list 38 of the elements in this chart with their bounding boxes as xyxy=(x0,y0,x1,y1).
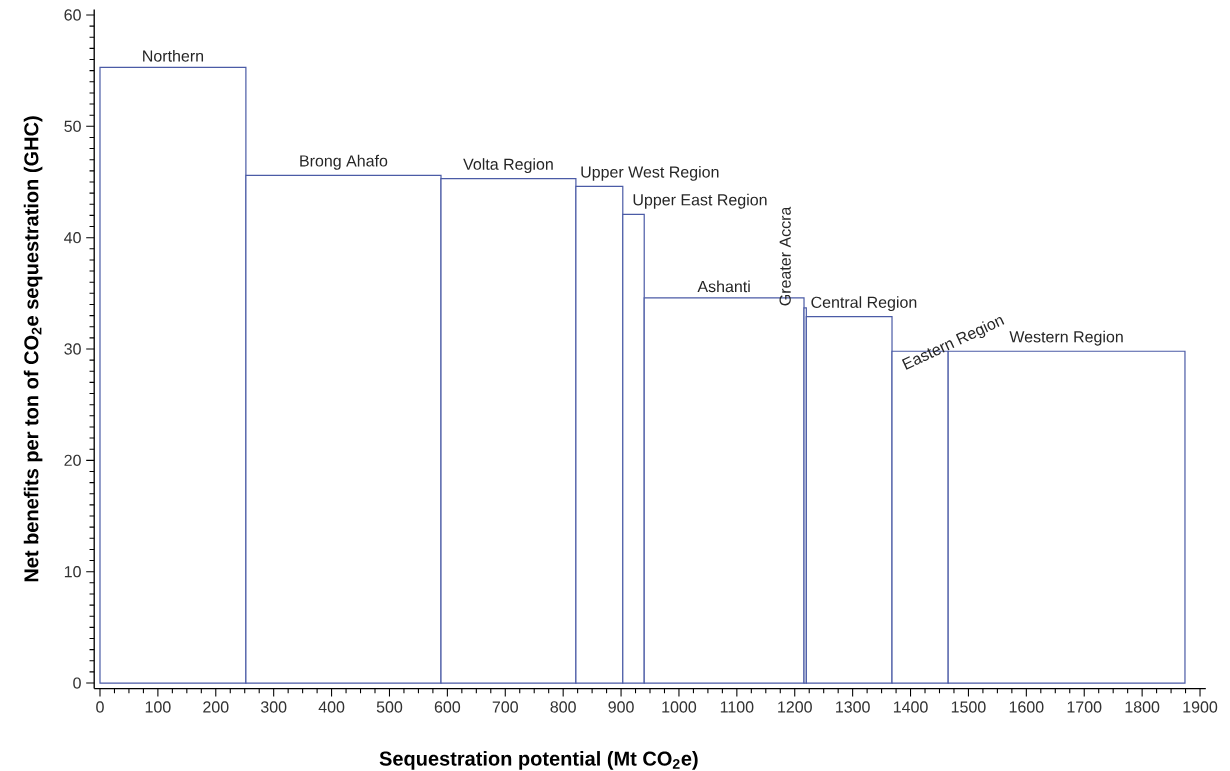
annotation: Ashanti xyxy=(697,280,750,293)
x-tick-label: 300 xyxy=(260,701,287,713)
y-axis-title: Net benefits per ton of CO$_{2}$e sequestration (GHC) xyxy=(23,116,43,582)
x-tick-label: 1400 xyxy=(893,701,928,713)
annotation: Central Region xyxy=(811,296,917,312)
x-tick-label: 1500 xyxy=(951,701,986,713)
y-tick-label: 30 xyxy=(64,343,81,355)
x-tick-label: 1000 xyxy=(662,701,697,713)
x-tick-label: 1200 xyxy=(778,701,812,713)
x-tick-label: 1700 xyxy=(1067,701,1102,713)
x-tick-label: 800 xyxy=(550,701,576,713)
x-tick-label: 100 xyxy=(145,701,171,713)
x-tick-label: 1100 xyxy=(720,701,754,713)
annotation: Upper East Region xyxy=(633,193,767,209)
y-tick-label: 50 xyxy=(64,120,81,132)
annotation: Upper West Region xyxy=(581,165,719,181)
x-tick-label: 700 xyxy=(492,701,518,713)
annotation: Greater Accra xyxy=(779,206,791,306)
y-tick-label: 10 xyxy=(64,566,81,578)
y-tick-label: 60 xyxy=(64,9,81,21)
x-tick-label: 0 xyxy=(96,701,104,713)
x-tick-label: 400 xyxy=(318,701,345,713)
x-tick-label: 500 xyxy=(376,701,403,713)
annotation: Northern xyxy=(143,49,204,62)
x-tick-label: 1900 xyxy=(1183,701,1218,713)
x-tick-label: 1300 xyxy=(836,701,870,713)
x-tick-label: 600 xyxy=(434,701,461,713)
y-tick-label: 40 xyxy=(64,232,81,244)
x-tick-label: 1600 xyxy=(1009,701,1044,713)
x-tick-label: 1800 xyxy=(1125,701,1160,713)
y-tick-label: 0 xyxy=(73,677,81,689)
x-tick-label: 200 xyxy=(203,701,229,713)
annotation: Volta Region xyxy=(463,158,553,174)
x-tick-label: 900 xyxy=(608,701,634,713)
annotation: Western Region xyxy=(1009,330,1123,346)
y-tick-label: 20 xyxy=(64,454,81,466)
annotation: Brong Ahafo xyxy=(300,154,388,170)
x-axis-title: Sequestration potential (Mt CO$_{2}$e) xyxy=(379,751,698,770)
